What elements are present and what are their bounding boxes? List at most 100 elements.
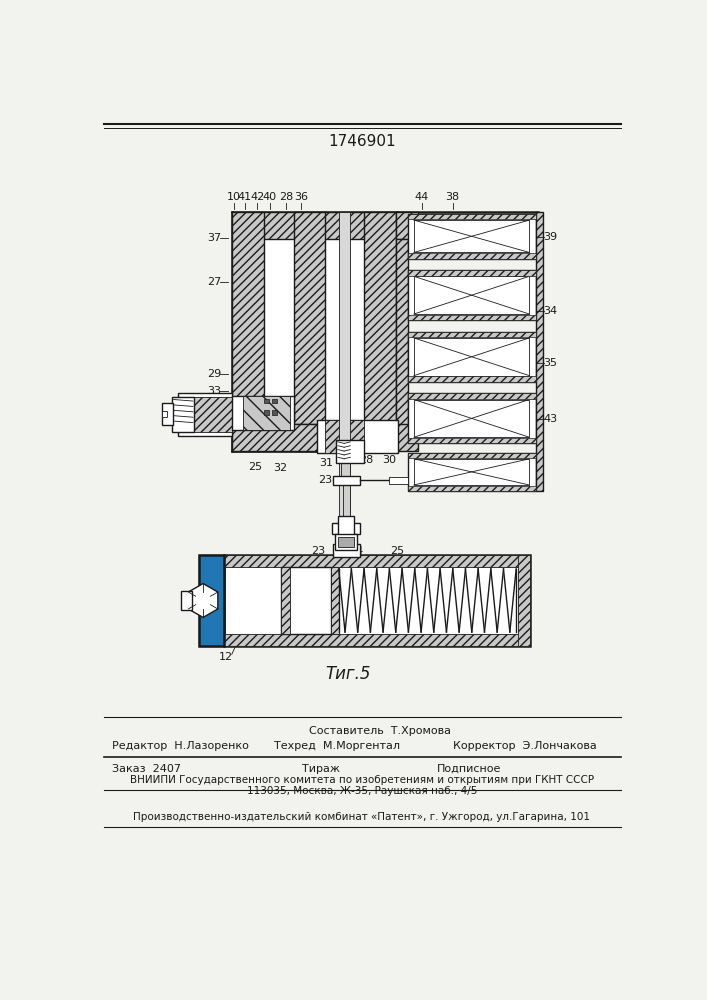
Text: Тираж: Тираж bbox=[301, 764, 339, 774]
Bar bbox=[414, 338, 530, 376]
Bar bbox=[414, 400, 530, 437]
Text: 10: 10 bbox=[227, 192, 241, 202]
Text: Техред  М.Моргентал: Техред М.Моргентал bbox=[274, 741, 400, 751]
Text: 33: 33 bbox=[207, 386, 221, 396]
Bar bbox=[408, 332, 535, 382]
Text: 25: 25 bbox=[390, 546, 404, 556]
Text: Производственно-издательский комбинат «Патент», г. Ужгород, ул.Гагарина, 101: Производственно-издательский комбинат «П… bbox=[134, 812, 590, 822]
Bar bbox=[162, 403, 173, 425]
Text: 27: 27 bbox=[207, 277, 221, 287]
Text: 28: 28 bbox=[279, 192, 293, 202]
Text: 113035, Москва, Ж-35, Раушская наб., 4/5: 113035, Москва, Ж-35, Раушская наб., 4/5 bbox=[247, 786, 477, 796]
Bar bbox=[341, 451, 351, 478]
Text: 44: 44 bbox=[414, 192, 428, 202]
Bar bbox=[177, 393, 232, 436]
Bar bbox=[281, 567, 290, 634]
Bar bbox=[337, 440, 363, 463]
Text: 40: 40 bbox=[263, 192, 276, 202]
Text: 37: 37 bbox=[207, 233, 221, 243]
Bar bbox=[317, 420, 398, 453]
Bar bbox=[408, 453, 535, 458]
Bar bbox=[408, 486, 535, 491]
Bar bbox=[337, 538, 356, 546]
Text: 23: 23 bbox=[317, 475, 332, 485]
Bar bbox=[408, 332, 535, 337]
Bar bbox=[232, 212, 264, 451]
Bar bbox=[232, 396, 293, 430]
Bar bbox=[232, 424, 395, 451]
Bar bbox=[408, 270, 535, 320]
Text: 28: 28 bbox=[358, 455, 373, 465]
Bar bbox=[343, 485, 349, 527]
Bar bbox=[264, 239, 293, 424]
Bar bbox=[332, 476, 360, 485]
Text: 39: 39 bbox=[543, 232, 557, 242]
Text: Τиг.5: Τиг.5 bbox=[325, 665, 370, 683]
Bar bbox=[408, 393, 535, 399]
Text: 41: 41 bbox=[238, 192, 252, 202]
Bar bbox=[408, 253, 535, 259]
Text: 32: 32 bbox=[274, 463, 288, 473]
Text: 38: 38 bbox=[445, 192, 460, 202]
Text: Корректор  Э.Лончакова: Корректор Э.Лончакова bbox=[452, 741, 597, 751]
Bar bbox=[199, 555, 224, 646]
Bar bbox=[281, 567, 331, 634]
Bar bbox=[243, 396, 290, 430]
Text: 31: 31 bbox=[320, 458, 333, 468]
Bar bbox=[408, 453, 535, 491]
Text: 43: 43 bbox=[543, 414, 557, 424]
Polygon shape bbox=[188, 584, 218, 617]
Text: Подписное: Подписное bbox=[437, 764, 501, 774]
Text: Заказ  2407: Заказ 2407 bbox=[112, 764, 180, 774]
Bar bbox=[232, 424, 396, 451]
Bar bbox=[293, 212, 325, 451]
Text: 42: 42 bbox=[250, 192, 264, 202]
Bar bbox=[331, 567, 339, 634]
Bar bbox=[408, 438, 535, 443]
Bar bbox=[338, 516, 354, 537]
Text: 12: 12 bbox=[219, 652, 233, 662]
Bar bbox=[264, 410, 269, 415]
Text: Редактор  Н.Лазоренко: Редактор Н.Лазоренко bbox=[112, 741, 248, 751]
Text: 35: 35 bbox=[543, 358, 557, 368]
Bar bbox=[535, 212, 543, 491]
Bar bbox=[332, 544, 360, 557]
Bar bbox=[182, 591, 192, 610]
Bar bbox=[414, 276, 530, 314]
Bar bbox=[414, 220, 530, 252]
Bar bbox=[338, 537, 354, 547]
Bar bbox=[272, 399, 276, 403]
Bar bbox=[224, 555, 530, 567]
Text: 25: 25 bbox=[248, 462, 262, 472]
Bar bbox=[396, 212, 418, 239]
Bar bbox=[224, 634, 530, 646]
Bar bbox=[335, 534, 357, 550]
Bar bbox=[162, 411, 167, 417]
Bar bbox=[363, 212, 396, 451]
Bar bbox=[408, 315, 535, 320]
Bar bbox=[518, 555, 530, 646]
Bar bbox=[272, 410, 276, 415]
Text: 36: 36 bbox=[293, 192, 308, 202]
Bar bbox=[199, 555, 224, 646]
Bar bbox=[389, 477, 409, 484]
Bar bbox=[325, 420, 363, 453]
Bar bbox=[264, 399, 269, 403]
Bar bbox=[396, 424, 418, 451]
Text: 26: 26 bbox=[200, 623, 214, 633]
Bar bbox=[224, 555, 530, 646]
Text: 1746901: 1746901 bbox=[328, 134, 396, 149]
Bar bbox=[193, 397, 232, 432]
Text: ВНИИПИ Государственного комитета по изобретениям и открытиям при ГКНТ СССР: ВНИИПИ Государственного комитета по изоб… bbox=[130, 775, 594, 785]
Bar bbox=[325, 212, 363, 451]
Text: Составитель  Т.Хромова: Составитель Т.Хромова bbox=[309, 726, 451, 736]
Bar bbox=[408, 214, 535, 259]
Bar bbox=[332, 523, 361, 534]
Bar bbox=[339, 212, 349, 544]
Bar bbox=[408, 270, 535, 276]
Text: 24: 24 bbox=[349, 546, 363, 556]
Bar bbox=[414, 459, 530, 485]
Bar bbox=[396, 239, 408, 447]
Text: 29: 29 bbox=[207, 369, 221, 379]
Text: 34: 34 bbox=[543, 306, 557, 316]
